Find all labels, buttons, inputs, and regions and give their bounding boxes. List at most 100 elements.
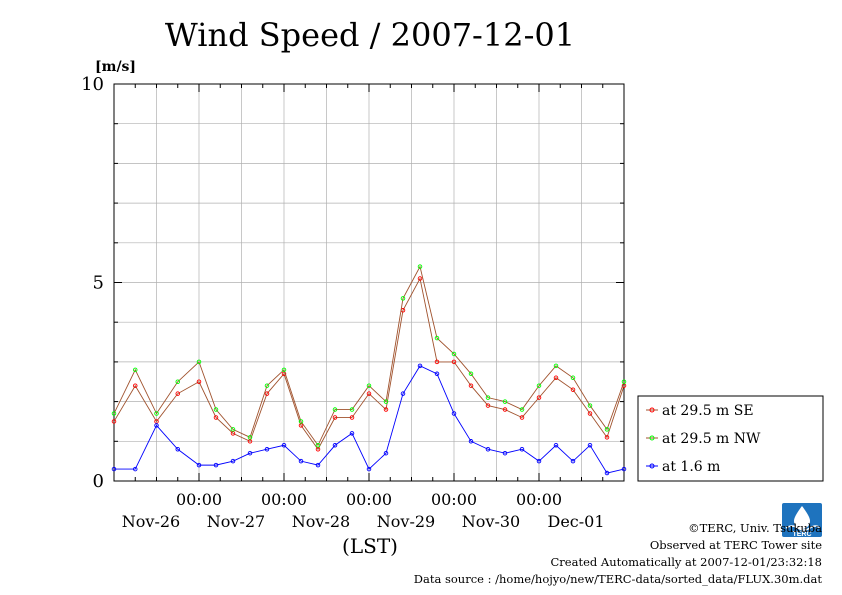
legend-label: at 1.6 m — [662, 459, 720, 475]
data-point — [230, 458, 236, 464]
data-point — [400, 296, 406, 301]
data-point — [400, 391, 406, 396]
data-point — [502, 450, 508, 456]
data-point — [553, 363, 559, 369]
data-point — [417, 363, 423, 369]
legend-box — [637, 395, 824, 482]
data-point — [519, 407, 525, 412]
data-point — [587, 443, 593, 448]
data-point — [485, 446, 491, 452]
data-point — [468, 371, 474, 377]
x-tick-date-label: Nov-27 — [207, 512, 265, 531]
data-point — [570, 387, 576, 392]
data-point — [298, 458, 304, 464]
x-tick-date-label: Nov-29 — [377, 512, 435, 531]
y-axis-label: [m/s] — [95, 59, 136, 75]
data-point — [298, 419, 304, 424]
data-point — [332, 415, 338, 420]
y-tick-label: 10 — [81, 74, 104, 95]
data-point — [196, 359, 202, 365]
x-tick-time-label: 00:00 — [176, 490, 222, 509]
data-point — [196, 462, 202, 468]
wave-icon — [785, 525, 821, 531]
chart-title: Wind Speed / 2007-12-01 — [165, 16, 575, 54]
data-point — [485, 395, 491, 400]
data-point — [604, 470, 610, 476]
data-point — [196, 379, 202, 385]
data-point — [247, 435, 253, 440]
data-point — [154, 411, 159, 416]
data-point — [111, 411, 117, 416]
data-point — [213, 407, 219, 412]
data-point — [536, 395, 542, 400]
legend-marker — [649, 463, 655, 469]
data-point — [264, 446, 270, 452]
data-point — [383, 399, 389, 404]
x-axis-ticks: 00:00 Nov-26 00:00 Nov-27 00:00 Nov-28 00:00 No… — [113, 84, 625, 531]
series-layer — [111, 264, 627, 476]
data-point — [519, 415, 525, 420]
data-point — [536, 383, 542, 388]
data-point — [451, 351, 457, 357]
y-tick-label: 5 — [93, 273, 104, 294]
data-point — [587, 411, 593, 416]
data-point — [553, 375, 559, 381]
data-point — [468, 383, 474, 388]
data-point — [366, 383, 372, 388]
data-point — [570, 458, 576, 464]
x-tick-date-label: Nov-26 — [122, 512, 180, 531]
series-line — [114, 365, 625, 474]
legend: at 29.5 m SE at 29.5 m NW at 1.6 m — [637, 395, 824, 482]
copyright-text: ©TERC, Univ. Tsukuba — [688, 521, 822, 535]
data-point — [264, 391, 270, 396]
data-point — [332, 407, 338, 412]
x-tick-time-label: 00:00 — [516, 490, 562, 509]
data-point — [281, 367, 287, 373]
x-tick-date-label: Nov-30 — [462, 512, 520, 531]
series-line — [113, 265, 625, 447]
data-point — [230, 427, 236, 432]
data-point — [485, 403, 491, 408]
y-tick-label: 0 — [93, 471, 104, 492]
data-point — [604, 435, 610, 440]
data-point — [175, 379, 180, 385]
data-point — [468, 439, 474, 444]
series-line — [113, 277, 625, 451]
data-point — [536, 458, 542, 464]
data-point — [315, 443, 321, 448]
data-point — [519, 446, 525, 452]
created-text: Created Automatically at 2007-12-01/23:3… — [550, 555, 823, 569]
data-point — [132, 383, 138, 388]
x-axis-label: (LST) — [342, 534, 398, 558]
data-point — [154, 423, 159, 428]
legend-label: at 29.5 m NW — [662, 431, 761, 447]
data-point — [315, 462, 321, 468]
data-point — [132, 466, 138, 472]
x-tick-date-label: Nov-28 — [292, 512, 350, 531]
legend-marker — [649, 435, 655, 441]
data-point — [111, 466, 117, 472]
data-point — [434, 335, 440, 341]
data-point — [621, 466, 627, 472]
data-point — [451, 411, 457, 416]
x-tick-date-label: Dec-01 — [547, 512, 604, 531]
x-tick-time-label: 00:00 — [261, 490, 307, 509]
data-point — [451, 359, 457, 365]
data-point — [434, 371, 440, 377]
data-point — [366, 466, 372, 472]
data-point — [349, 415, 355, 420]
data-point — [264, 383, 270, 388]
data-point — [502, 407, 508, 412]
data-point — [570, 375, 576, 381]
data-point — [111, 419, 117, 424]
data-source-text: Data source : /home/hojyo/new/TERC-data/… — [413, 572, 822, 586]
data-point — [332, 443, 338, 448]
data-point — [349, 431, 355, 436]
terc-logo-text: TERC — [792, 531, 811, 538]
data-point — [366, 391, 372, 396]
data-point — [247, 450, 253, 456]
data-point — [281, 443, 287, 448]
x-tick-time-label: 00:00 — [431, 490, 477, 509]
data-point — [417, 276, 423, 281]
